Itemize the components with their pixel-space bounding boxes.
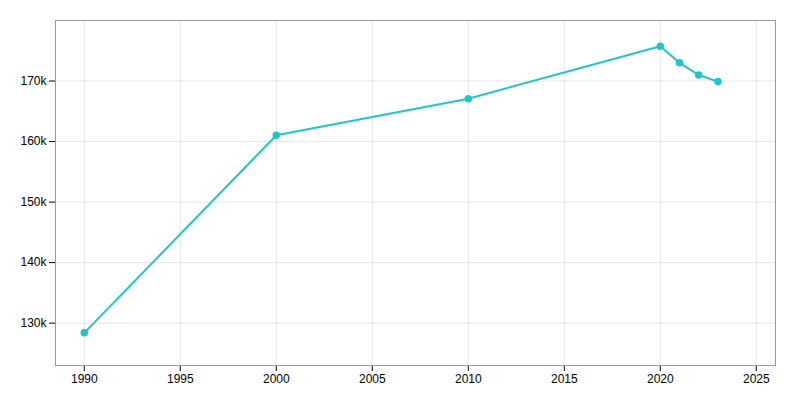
svg-text:2010: 2010: [455, 372, 482, 386]
svg-text:150k: 150k: [20, 195, 47, 209]
svg-text:160k: 160k: [20, 134, 47, 148]
svg-text:140k: 140k: [20, 255, 47, 269]
svg-text:1995: 1995: [167, 372, 194, 386]
svg-text:2020: 2020: [647, 372, 674, 386]
svg-text:2000: 2000: [263, 372, 290, 386]
svg-text:130k: 130k: [20, 316, 47, 330]
svg-text:170k: 170k: [20, 74, 47, 88]
svg-text:1990: 1990: [71, 372, 98, 386]
svg-text:2025: 2025: [743, 372, 770, 386]
svg-text:2015: 2015: [551, 372, 578, 386]
svg-text:2005: 2005: [359, 372, 386, 386]
